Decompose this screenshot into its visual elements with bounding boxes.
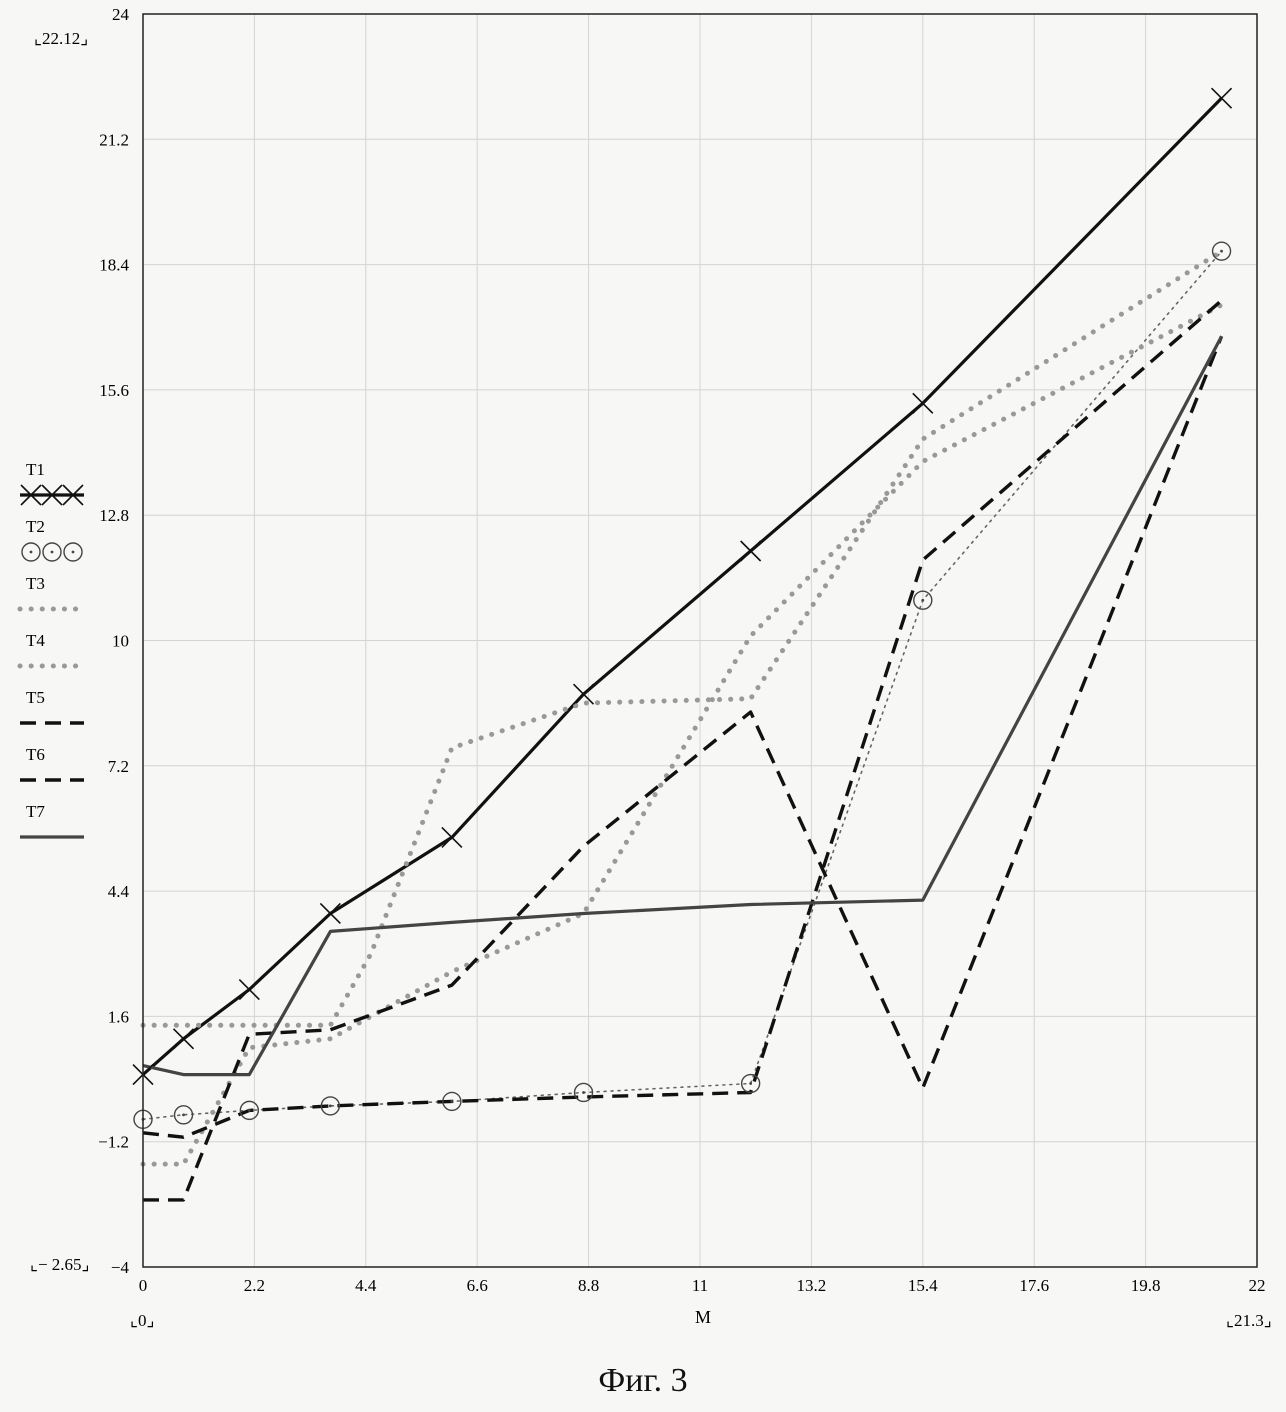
circle-marker: [1213, 242, 1231, 260]
y-tick-label: 10: [112, 632, 129, 651]
series-line-t5: [143, 300, 1222, 1137]
line-chart: 0 2.2 4.4 6.6 8.8 11 13.2 15.4 17.6 19.8 22 −4 −1.2 1…: [0, 0, 1286, 1340]
x-marker: [574, 684, 594, 704]
legend-label-t3: T3: [26, 574, 45, 593]
x-tick-label: 15.4: [908, 1276, 938, 1295]
x-tick-label: 17.6: [1019, 1276, 1049, 1295]
x-tick-label: 8.8: [578, 1276, 599, 1295]
circle-marker: [175, 1106, 193, 1124]
legend-label-t2: T2: [26, 517, 45, 536]
series-line-t2: [143, 251, 1222, 1119]
x-min-label: ⌞0⌟: [130, 1311, 154, 1330]
y-tick-label: 12.8: [99, 506, 129, 525]
x-tick-label: 6.6: [467, 1276, 488, 1295]
y-tick-label: −4: [111, 1258, 130, 1277]
legend-label-t7: T7: [26, 802, 45, 821]
x-marker: [1212, 88, 1232, 108]
series-line-t1: [143, 98, 1222, 1075]
x-marker: [741, 541, 761, 561]
y-tick-label: 1.6: [108, 1007, 129, 1026]
legend: T1 T2 T3 T4 T5 T6 T7: [20, 460, 84, 837]
y-tick-label: 7.2: [108, 757, 129, 776]
x-tick-label: 2.2: [244, 1276, 265, 1295]
x-marker: [320, 903, 340, 923]
circle-marker: [43, 543, 61, 561]
x-tick-label: 22: [1249, 1276, 1266, 1295]
x-marker: [174, 1029, 194, 1049]
y-tick-label: 15.6: [99, 381, 129, 400]
legend-label-t6: T6: [26, 745, 45, 764]
x-tick-label: 4.4: [355, 1276, 377, 1295]
x-tick-label: 11: [692, 1276, 708, 1295]
legend-label-t4: T4: [26, 631, 45, 650]
circle-marker: [22, 543, 40, 561]
x-max-label: ⌞21.3⌟: [1226, 1311, 1272, 1330]
circle-marker: [64, 543, 82, 561]
x-tick-label: 19.8: [1131, 1276, 1161, 1295]
x-axis-label: M: [695, 1307, 711, 1327]
figure-caption: Фиг. 3: [0, 1362, 1286, 1400]
legend-label-t1: T1: [26, 460, 45, 479]
series-line-t6: [143, 336, 1222, 1200]
y-tick-label: 4.4: [108, 882, 130, 901]
y-tick-label: −1.2: [98, 1133, 129, 1152]
y-tick-label: 24: [112, 5, 130, 24]
y-tick-label: 18.4: [99, 256, 129, 275]
y-tick-label: 21.2: [99, 130, 129, 149]
x-marker: [442, 827, 462, 847]
x-tick-label: 0: [139, 1276, 148, 1295]
x-tick-label: 13.2: [797, 1276, 827, 1295]
series-line-t4: [143, 305, 1222, 1164]
y-min-label: ⌞− 2.65⌟: [30, 1255, 90, 1274]
legend-label-t5: T5: [26, 688, 45, 707]
x-marker: [239, 980, 259, 1000]
series-line-t7: [143, 336, 1222, 1074]
y-max-label: ⌞22.12⌟: [34, 29, 88, 48]
